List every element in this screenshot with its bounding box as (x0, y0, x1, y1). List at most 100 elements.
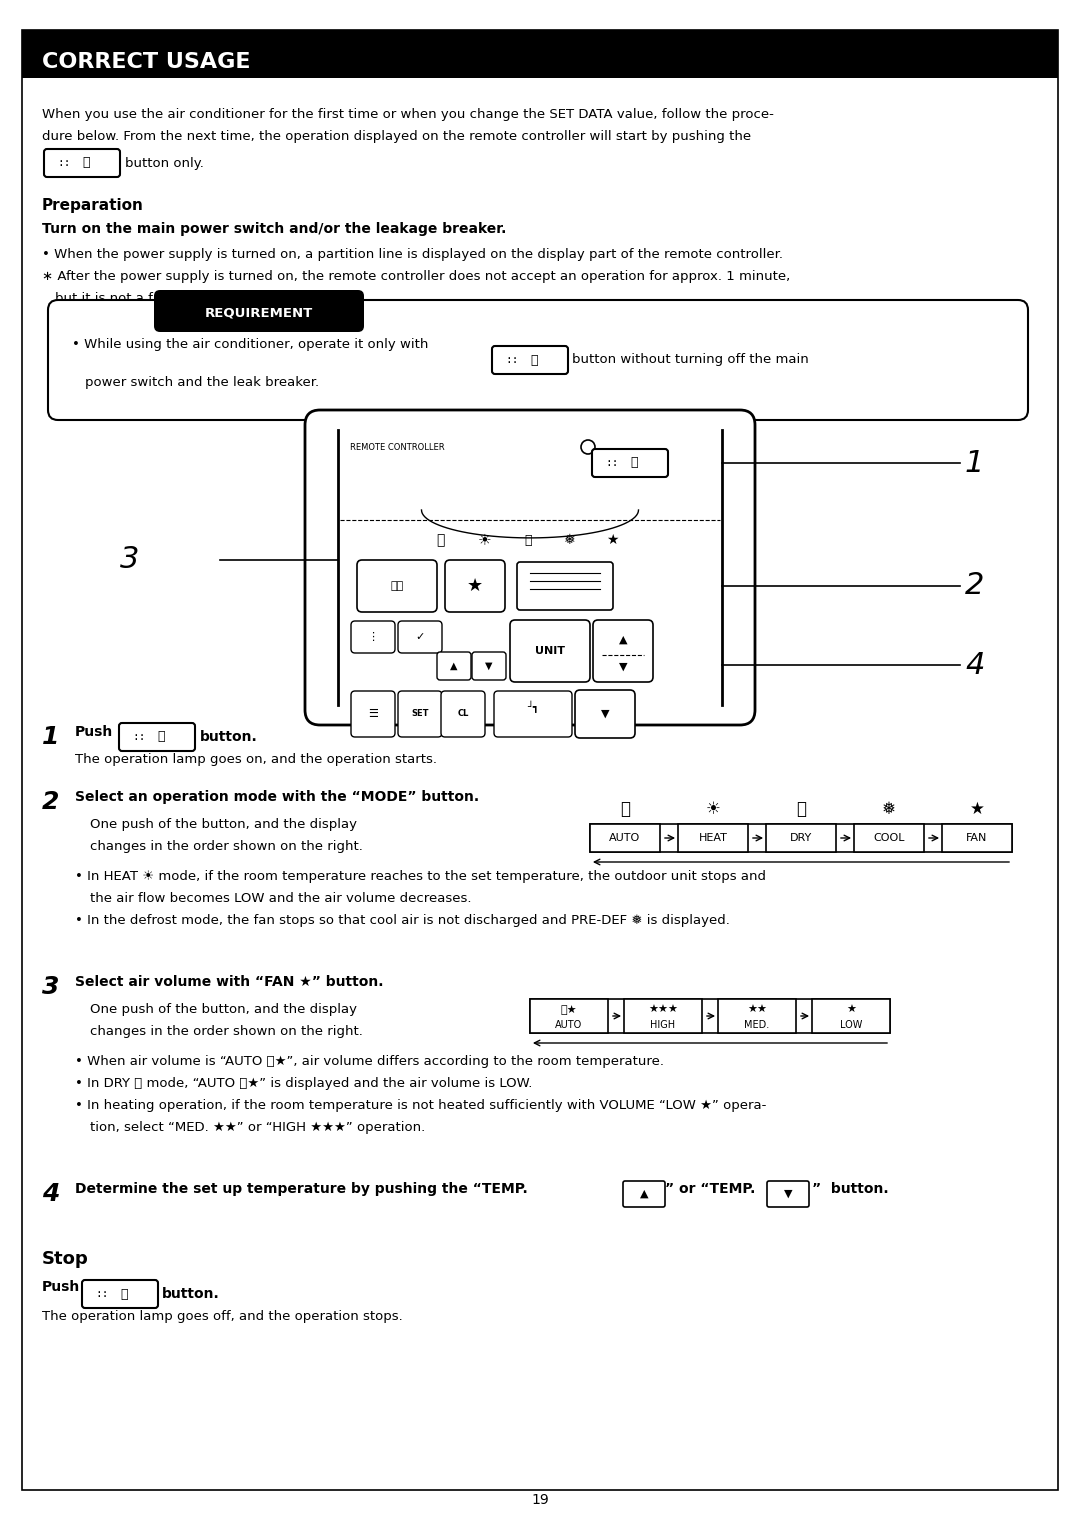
Text: the air flow becomes LOW and the air volume decreases.: the air flow becomes LOW and the air vol… (90, 892, 472, 904)
Text: Select an operation mode with the “MODE” button.: Select an operation mode with the “MODE”… (75, 790, 480, 804)
Bar (530, 999, 890, 1032)
Text: ⋮: ⋮ (367, 631, 379, 642)
FancyBboxPatch shape (351, 691, 395, 737)
Text: ▼: ▼ (485, 660, 492, 671)
FancyBboxPatch shape (119, 723, 195, 750)
Text: ”  button.: ” button. (812, 1182, 889, 1196)
FancyBboxPatch shape (441, 691, 485, 737)
Bar (854, 824, 924, 852)
Text: Ⓐ: Ⓐ (620, 801, 630, 817)
Text: ⏻: ⏻ (120, 1287, 127, 1301)
FancyBboxPatch shape (623, 1180, 665, 1206)
Text: ::: :: (95, 1289, 108, 1299)
Text: DRY: DRY (789, 833, 812, 843)
Text: ☰: ☰ (368, 709, 378, 718)
Text: AUTO: AUTO (609, 833, 640, 843)
Text: Turn on the main power switch and/or the leakage breaker.: Turn on the main power switch and/or the… (42, 223, 507, 236)
Text: ▼: ▼ (784, 1190, 793, 1199)
Bar (590, 824, 660, 852)
Text: 3: 3 (42, 974, 59, 999)
Text: power switch and the leak breaker.: power switch and the leak breaker. (85, 377, 319, 389)
Text: ⛆: ⛆ (796, 801, 806, 817)
Text: button without turning off the main: button without turning off the main (572, 354, 809, 366)
Text: ❅: ❅ (882, 801, 896, 817)
Text: 1: 1 (966, 448, 984, 477)
FancyBboxPatch shape (351, 621, 395, 653)
Text: ⛆: ⛆ (524, 534, 531, 546)
Bar (718, 999, 796, 1032)
Text: Determine the set up temperature by pushing the “TEMP.: Determine the set up temperature by push… (75, 1182, 528, 1196)
Text: ⎻⏻: ⎻⏻ (390, 581, 404, 592)
Text: UNIT: UNIT (535, 647, 565, 656)
Text: 2: 2 (966, 572, 984, 601)
Text: ▲: ▲ (619, 634, 627, 645)
Text: • In the defrost mode, the fan stops so that cool air is not discharged and PRE-: • In the defrost mode, the fan stops so … (75, 913, 730, 927)
Text: ★: ★ (606, 534, 618, 547)
Text: changes in the order shown on the right.: changes in the order shown on the right. (90, 1025, 363, 1039)
FancyBboxPatch shape (82, 1279, 158, 1308)
Text: ::: :: (132, 732, 146, 743)
Text: ▼: ▼ (619, 662, 627, 673)
Text: 3: 3 (120, 546, 139, 575)
Text: The operation lamp goes off, and the operation stops.: The operation lamp goes off, and the ope… (42, 1310, 403, 1324)
Text: Push: Push (42, 1279, 80, 1295)
Text: Preparation: Preparation (42, 198, 144, 214)
Text: 19: 19 (531, 1493, 549, 1507)
FancyBboxPatch shape (154, 290, 364, 332)
Text: ⏻: ⏻ (157, 730, 164, 744)
Text: ★: ★ (970, 801, 985, 817)
Text: ★: ★ (467, 576, 483, 595)
Text: button only.: button only. (125, 157, 204, 169)
Text: One push of the button, and the display: One push of the button, and the display (90, 1003, 357, 1016)
Bar (812, 999, 890, 1032)
Text: ” or “TEMP.: ” or “TEMP. (665, 1182, 755, 1196)
Bar (678, 824, 748, 852)
Text: ::: :: (505, 355, 518, 364)
Text: tion, select “MED. ★★” or “HIGH ★★★” operation.: tion, select “MED. ★★” or “HIGH ★★★” ope… (90, 1121, 426, 1135)
Text: ⏻: ⏻ (82, 157, 90, 169)
FancyBboxPatch shape (437, 653, 471, 680)
Text: Push: Push (75, 724, 113, 740)
Bar (22, 30, 1058, 78)
Bar (942, 824, 1012, 852)
FancyBboxPatch shape (517, 563, 613, 610)
Text: ::: :: (605, 458, 619, 468)
Text: ▲: ▲ (450, 660, 458, 671)
FancyBboxPatch shape (767, 1180, 809, 1206)
Text: LOW: LOW (840, 1020, 862, 1029)
Text: but it is not a failure.: but it is not a failure. (55, 291, 194, 305)
Bar (766, 824, 836, 852)
FancyBboxPatch shape (399, 621, 442, 653)
Text: Ⓐ★: Ⓐ★ (561, 1005, 578, 1016)
Text: 4: 4 (966, 651, 984, 680)
Text: • While using the air conditioner, operate it only with: • While using the air conditioner, opera… (72, 339, 429, 351)
Text: FAN: FAN (967, 833, 988, 843)
Text: dure below. From the next time, the operation displayed on the remote controller: dure below. From the next time, the oper… (42, 130, 751, 143)
Text: SET: SET (411, 709, 429, 718)
Text: ★★: ★★ (747, 1005, 767, 1016)
Text: COOL: COOL (874, 833, 905, 843)
Text: button.: button. (162, 1287, 219, 1301)
Text: HEAT: HEAT (699, 833, 728, 843)
Text: 1: 1 (42, 724, 59, 749)
Bar (590, 824, 1012, 852)
Bar (530, 999, 608, 1032)
FancyBboxPatch shape (510, 621, 590, 682)
Text: ☀: ☀ (478, 532, 491, 547)
FancyBboxPatch shape (44, 149, 120, 177)
Text: The operation lamp goes on, and the operation starts.: The operation lamp goes on, and the oper… (75, 753, 437, 766)
Text: AUTO: AUTO (555, 1020, 582, 1029)
Text: • In heating operation, if the room temperature is not heated sufficiently with : • In heating operation, if the room temp… (75, 1100, 767, 1112)
Text: 2: 2 (42, 790, 59, 814)
FancyBboxPatch shape (445, 560, 505, 612)
FancyBboxPatch shape (48, 300, 1028, 419)
FancyBboxPatch shape (494, 691, 572, 737)
Text: button.: button. (200, 730, 258, 744)
Text: CORRECT USAGE: CORRECT USAGE (42, 52, 251, 72)
Bar (624, 999, 702, 1032)
Text: ★: ★ (846, 1005, 856, 1016)
Text: ∗ After the power supply is turned on, the remote controller does not accept an : ∗ After the power supply is turned on, t… (42, 270, 791, 284)
Text: • In DRY ⛆ mode, “AUTO Ⓐ★” is displayed and the air volume is LOW.: • In DRY ⛆ mode, “AUTO Ⓐ★” is displayed … (75, 1077, 532, 1090)
Text: ┘┓: ┘┓ (527, 702, 539, 714)
Text: ▼: ▼ (600, 709, 609, 718)
